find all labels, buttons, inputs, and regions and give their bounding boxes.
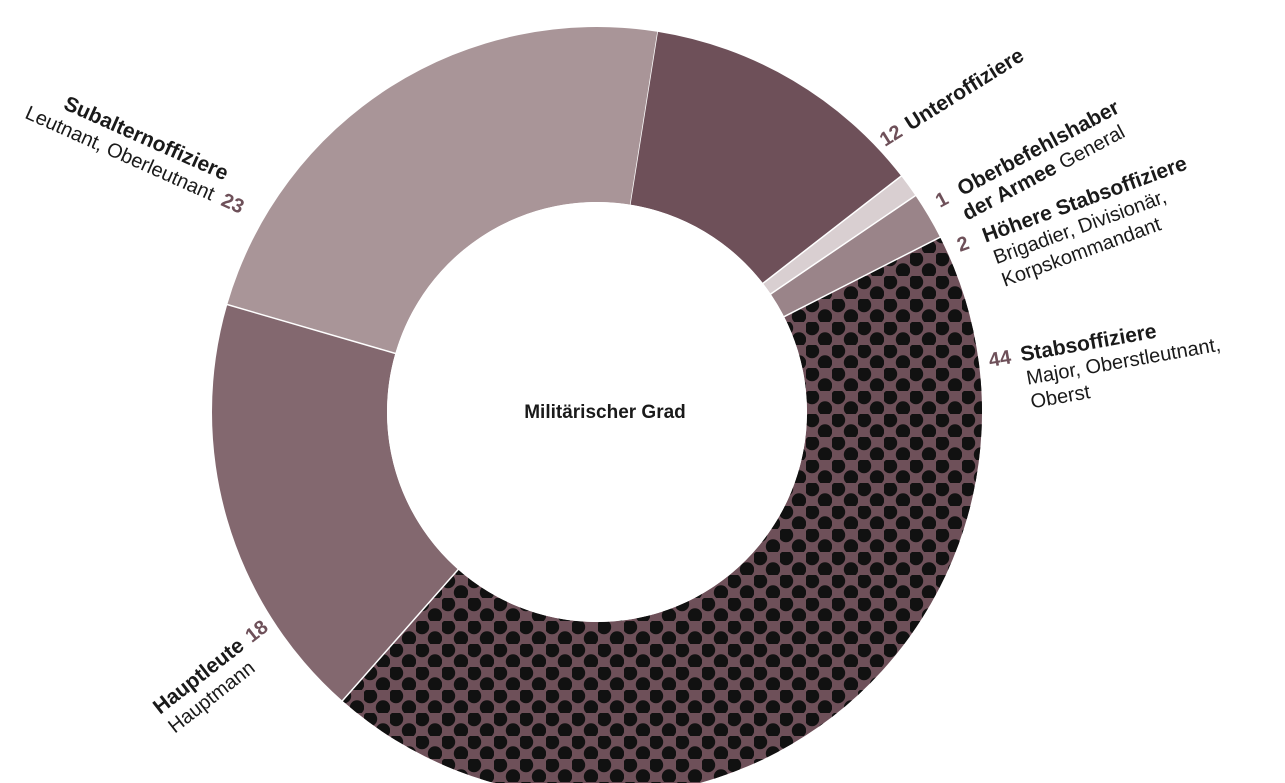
slice-value-label: 23	[218, 189, 247, 218]
slice-höhere-stabsoffiziere	[770, 195, 941, 317]
slice-stabsoffiziere-dot-pattern	[342, 237, 982, 783]
slice-hauptleute	[212, 304, 459, 701]
label-unteroffiziere: 12Unteroffiziere	[875, 44, 1028, 151]
slice-unteroffiziere	[629, 31, 902, 284]
slice-separator	[340, 567, 461, 703]
slice-value-label: 2	[954, 232, 972, 256]
label-line: 12Unteroffiziere	[875, 44, 1028, 151]
slice-oberbefehlshaber-der-armee	[762, 176, 916, 294]
slice-value-label: 1	[932, 188, 952, 213]
slice-separator	[760, 174, 904, 286]
slice-category-label: Unteroffiziere	[901, 44, 1028, 135]
slice-separator	[225, 303, 398, 355]
slice-separator	[781, 235, 943, 319]
chart-title: Militärischer Grad	[524, 402, 686, 423]
slice-value-label: 18	[241, 616, 272, 647]
donut-hole	[387, 202, 807, 622]
slice-value-label: 44	[987, 346, 1014, 372]
slice-separator	[768, 193, 918, 296]
slice-subalternoffiziere	[227, 26, 658, 354]
slice-value-label: 12	[876, 121, 907, 151]
